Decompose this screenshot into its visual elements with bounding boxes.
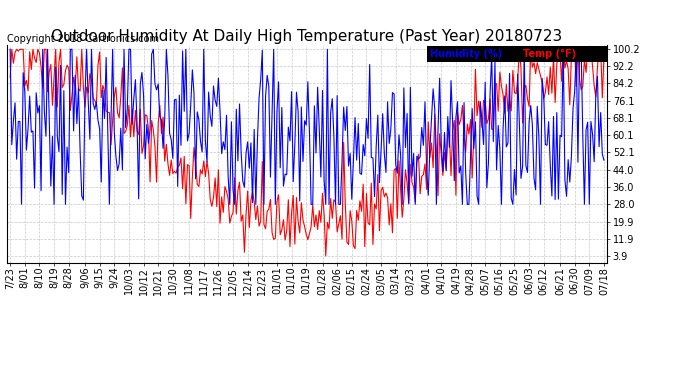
Text: Humidity (%): Humidity (%) xyxy=(430,50,502,59)
Title: Outdoor Humidity At Daily High Temperature (Past Year) 20180723: Outdoor Humidity At Daily High Temperatu… xyxy=(52,29,562,44)
Bar xyxy=(427,46,607,62)
Text: Temp (°F): Temp (°F) xyxy=(523,50,576,59)
Text: Copyright 2018 Cartronics.com: Copyright 2018 Cartronics.com xyxy=(7,34,159,44)
